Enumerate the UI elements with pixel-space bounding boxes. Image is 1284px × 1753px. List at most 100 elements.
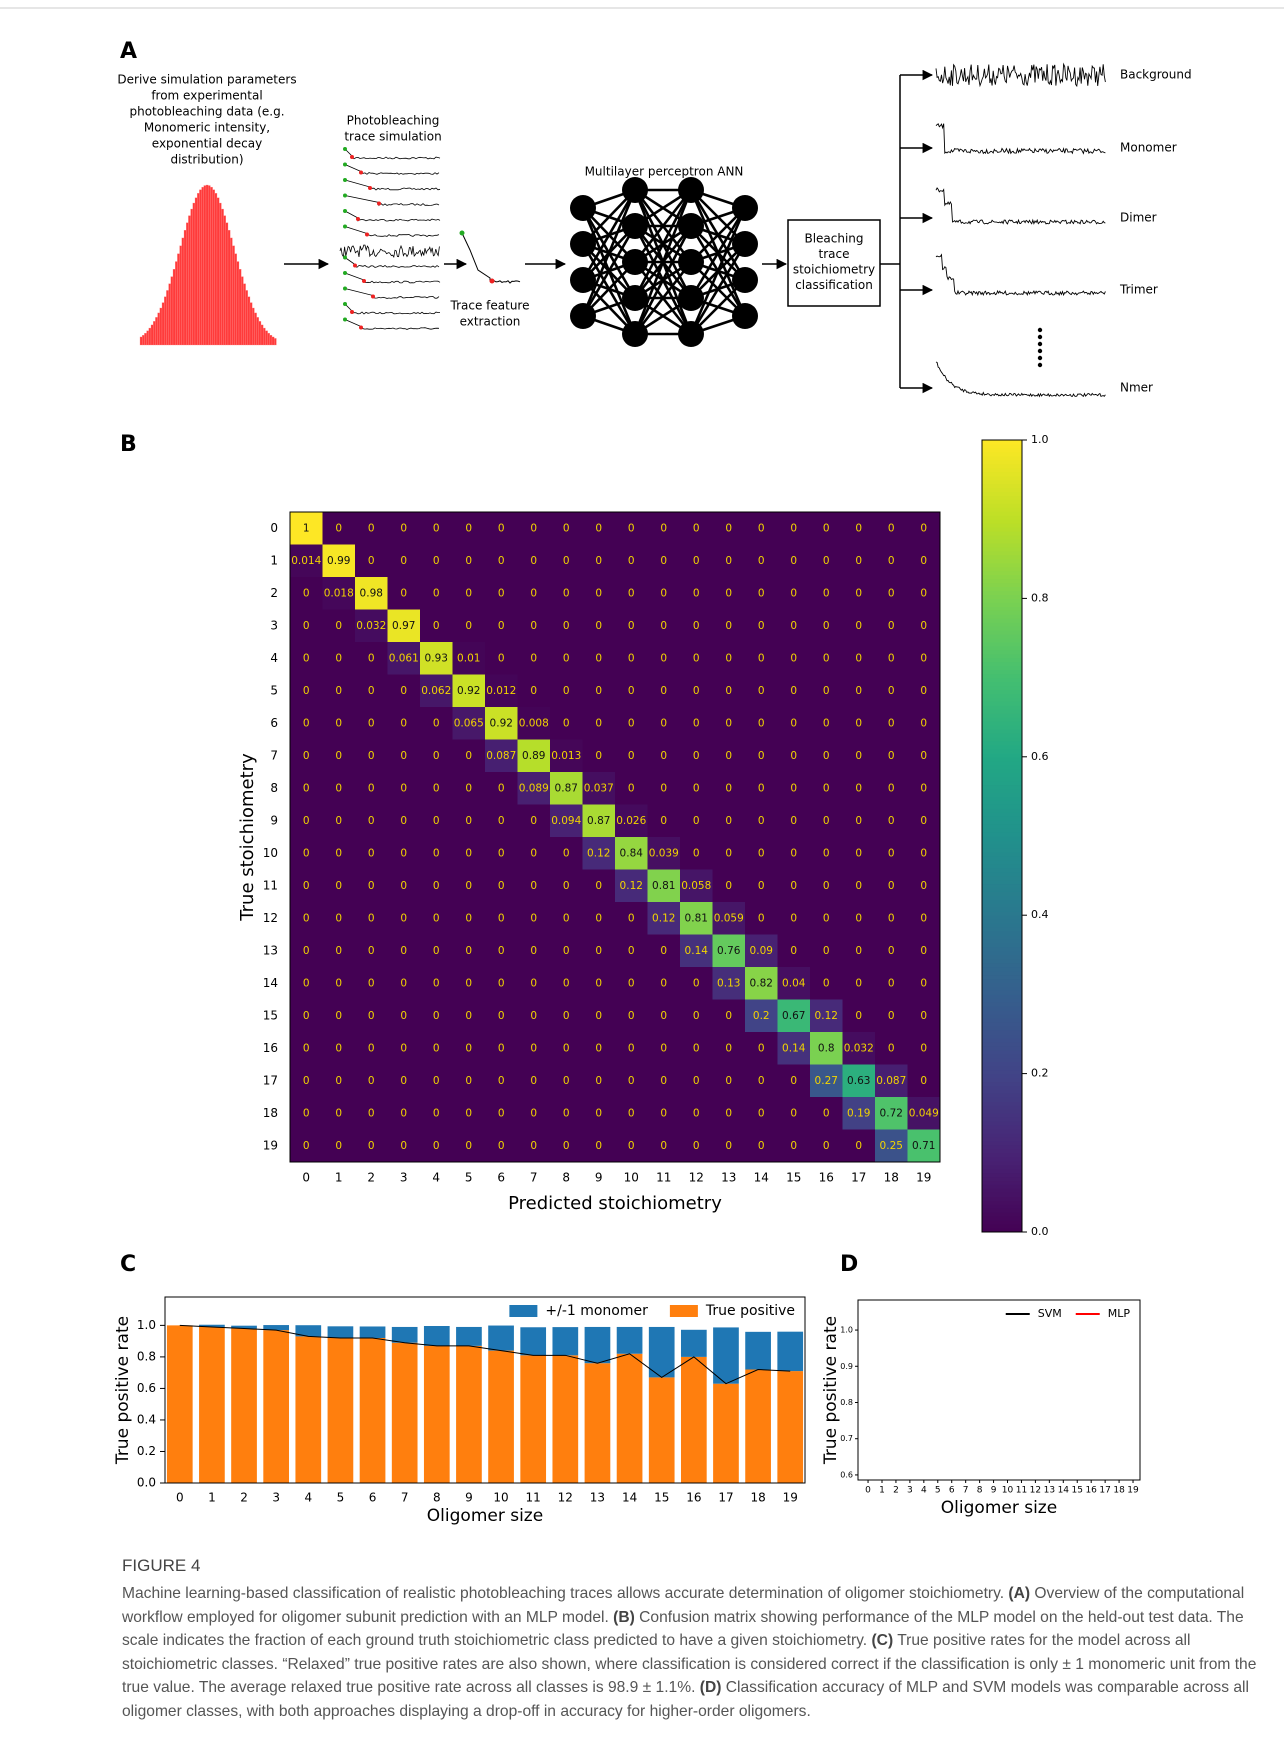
colorbar-swatch bbox=[982, 455, 1022, 461]
cell-label: 0.71 bbox=[912, 1140, 935, 1152]
heatmap-cell bbox=[550, 772, 583, 805]
heatmap-cell bbox=[517, 674, 551, 708]
heatmap-cell bbox=[712, 739, 746, 773]
colorbar-swatch bbox=[982, 1077, 1022, 1083]
y-tick-label: 0.4 bbox=[137, 1412, 156, 1426]
heatmap-cell bbox=[810, 772, 843, 805]
cell-label: 0 bbox=[563, 1042, 570, 1054]
cell-label: 0 bbox=[920, 945, 927, 957]
heatmap-cell bbox=[517, 967, 551, 1000]
cell-label: 0 bbox=[303, 685, 310, 697]
heatmap-cell bbox=[290, 577, 323, 610]
cell-label: 0 bbox=[498, 815, 505, 827]
y-tick-label: 19 bbox=[263, 1138, 278, 1152]
heatmap-cell bbox=[842, 1129, 876, 1163]
cell-label: 0 bbox=[855, 782, 862, 794]
heatmap-cell bbox=[745, 967, 778, 1000]
cell-label: 0 bbox=[400, 1042, 407, 1054]
colorbar-swatch bbox=[982, 673, 1022, 679]
colorbar-swatch bbox=[982, 958, 1022, 964]
heatmap-cell bbox=[550, 1129, 583, 1163]
panel-label: B bbox=[120, 432, 137, 457]
heatmap-cell bbox=[842, 967, 876, 1000]
histogram-bar bbox=[150, 324, 154, 346]
heatmap-cell bbox=[615, 674, 648, 708]
cell-label: 0 bbox=[465, 750, 472, 762]
heatmap-cell bbox=[355, 674, 388, 708]
heatmap-cell bbox=[452, 609, 486, 643]
heatmap-cell bbox=[290, 512, 323, 545]
heatmap-cell bbox=[322, 999, 356, 1033]
heatmap-cell bbox=[810, 577, 843, 610]
ellipsis-dot bbox=[1037, 327, 1043, 333]
cell-label: 0 bbox=[790, 1107, 797, 1119]
heatmap-cell bbox=[290, 609, 323, 643]
heatmap-cell bbox=[452, 772, 486, 805]
histogram-bar bbox=[210, 186, 213, 346]
colorbar-swatch bbox=[982, 792, 1022, 797]
cell-label: 0 bbox=[335, 782, 342, 794]
cell-label: 0 bbox=[465, 1010, 472, 1022]
heatmap-cell bbox=[452, 902, 486, 935]
cell-label: 0 bbox=[530, 912, 537, 924]
heatmap-cell bbox=[615, 999, 648, 1033]
histogram-bar bbox=[190, 208, 193, 346]
edge bbox=[633, 189, 693, 335]
cell-label: 0 bbox=[790, 587, 797, 599]
y-tick-label: 13 bbox=[263, 943, 278, 957]
colorbar-tick-label: 0.4 bbox=[1031, 908, 1049, 921]
cell-label: 0 bbox=[433, 1010, 440, 1022]
diagram-text: photobleaching data (e.g. bbox=[129, 105, 284, 119]
heatmap-cell bbox=[907, 1064, 941, 1098]
cell-label: 0 bbox=[628, 912, 635, 924]
cell-label: 0 bbox=[335, 1075, 342, 1087]
heatmap-cell bbox=[745, 804, 778, 838]
x-tick-label: 14 bbox=[754, 1171, 769, 1185]
heatmap-cell bbox=[777, 739, 811, 773]
trace bbox=[344, 210, 441, 222]
cell-label: 0.01 bbox=[457, 652, 480, 664]
cell-label: 0 bbox=[433, 587, 440, 599]
cell-label: 0 bbox=[725, 1010, 732, 1022]
colorbar-swatch bbox=[982, 713, 1022, 718]
heatmap-cell bbox=[745, 999, 778, 1033]
cell-label: 0 bbox=[790, 620, 797, 632]
edge bbox=[689, 207, 747, 299]
heatmap-cell bbox=[550, 1064, 583, 1098]
cell-label: 0 bbox=[498, 912, 505, 924]
colorbar-swatch bbox=[982, 776, 1022, 782]
cell-label: 0 bbox=[368, 522, 375, 534]
bar bbox=[327, 1326, 354, 1338]
colorbar-swatch bbox=[982, 935, 1022, 940]
heatmap-cell bbox=[387, 674, 421, 708]
bar bbox=[199, 1326, 225, 1483]
bar bbox=[552, 1327, 579, 1356]
colorbar-swatch bbox=[982, 1010, 1022, 1015]
heatmap-cell bbox=[420, 674, 453, 708]
heatmap-cell bbox=[322, 804, 356, 838]
heatmap-cell bbox=[485, 934, 518, 968]
heatmap-cell bbox=[907, 544, 941, 578]
cell-label: 0 bbox=[725, 620, 732, 632]
heatmap-cell bbox=[355, 1064, 388, 1098]
bar bbox=[391, 1326, 418, 1343]
cell-label: 0 bbox=[595, 587, 602, 599]
trace bbox=[344, 272, 441, 284]
cell-label: 0 bbox=[563, 717, 570, 729]
diagram-text: Derive simulation parameters bbox=[117, 73, 296, 87]
cell-label: 0 bbox=[855, 717, 862, 729]
x-tick-label: 6 bbox=[497, 1171, 505, 1185]
colorbar-swatch bbox=[982, 812, 1022, 817]
heatmap-cell bbox=[777, 674, 811, 708]
heatmap-cell bbox=[485, 609, 518, 643]
colorbar-swatch bbox=[982, 1026, 1022, 1031]
cell-label: 0 bbox=[400, 1075, 407, 1087]
heatmap-cell bbox=[745, 707, 778, 740]
heatmap-cell bbox=[290, 642, 323, 675]
cell-label: 0 bbox=[790, 782, 797, 794]
heatmap-cell bbox=[485, 512, 518, 545]
colorbar-swatch bbox=[982, 737, 1022, 742]
heatmap-cell bbox=[810, 934, 843, 968]
cell-label: 0 bbox=[368, 1010, 375, 1022]
heatmap-cell bbox=[452, 1032, 486, 1065]
